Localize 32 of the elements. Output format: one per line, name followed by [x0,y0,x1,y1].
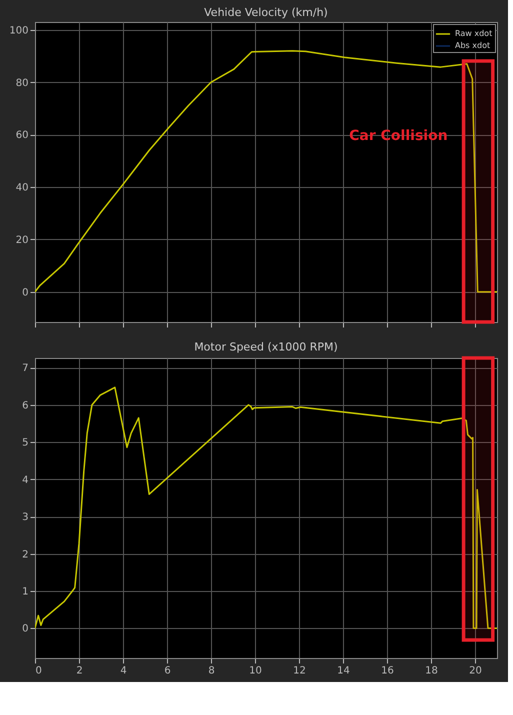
legend-label: Raw xdot [455,29,492,38]
y-tick-label: 2 [22,549,28,560]
y-tick-label: 5 [22,438,28,449]
y-tick-label: 1 [22,586,28,598]
x-tick-label: 4 [120,666,127,676]
x-tick-label: 6 [164,666,171,676]
legend-label: Abs xdot [455,41,490,50]
x-tick-label: 14 [337,666,350,676]
x-tick-label: 18 [425,666,438,676]
x-tick-label: 20 [469,666,482,676]
y-tick-label: 40 [16,182,28,194]
line-series [35,50,497,293]
y-tick-label: 0 [22,287,28,298]
x-tick-label: 10 [249,666,262,676]
chart-title: Vehide Velocity (km/h) [204,6,328,19]
y-tick-label: 7 [22,363,28,374]
y-tick-label: 6 [22,400,28,412]
x-tick-label: 16 [381,666,394,676]
line-series [35,386,497,629]
y-tick-label: 80 [16,78,28,89]
annotation: Car Collision [349,128,448,144]
x-tick-label: 2 [76,666,83,676]
y-tick-label: 0 [22,624,28,635]
y-tick-label: 20 [16,234,28,246]
chart-title: Motor Speed (x1000 RPM) [194,340,338,354]
x-tick-label: 12 [293,666,306,676]
y-tick-label: 60 [16,130,28,142]
x-tick-label: 8 [208,666,215,676]
y-tick-label: 100 [9,25,28,36]
y-tick-label: 4 [22,474,28,486]
y-tick-label: 3 [22,512,28,524]
x-tick-label: 0 [36,666,42,676]
